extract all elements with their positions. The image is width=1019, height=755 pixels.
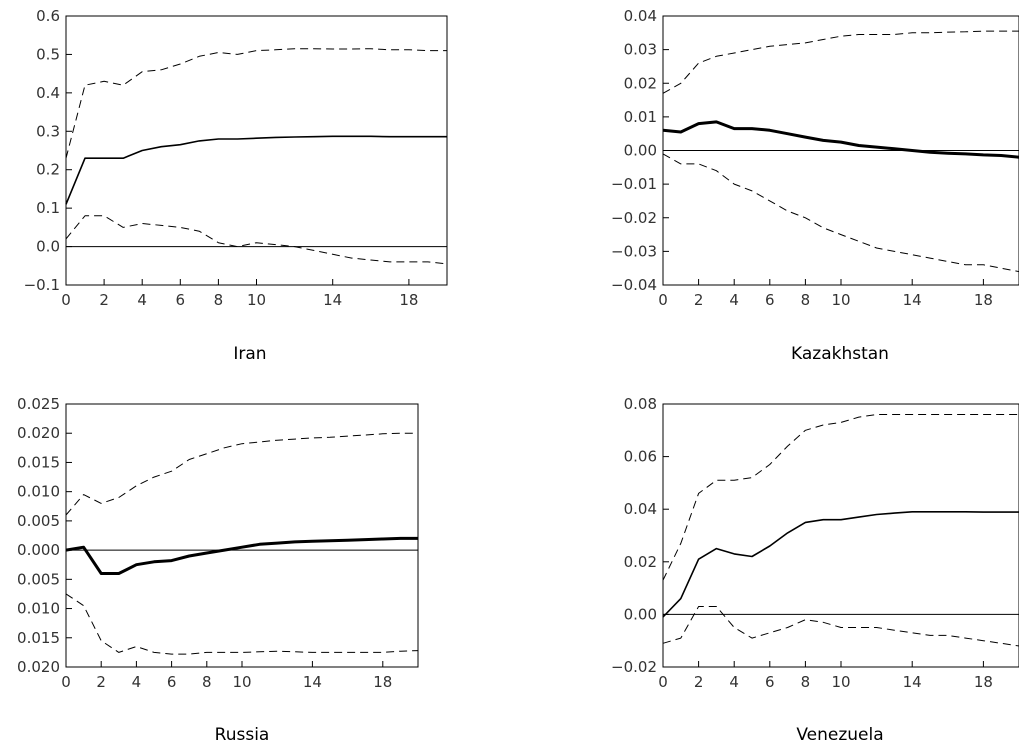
x-tick-label: 8 [202, 673, 212, 691]
plot-frame [65, 15, 448, 286]
x-tick-label: 0 [658, 673, 668, 691]
y-tick-label: 0.08 [624, 395, 657, 413]
x-tick-label: 4 [729, 673, 739, 691]
chart-caption: Iran [233, 344, 266, 364]
y-tick-label: 0.010 [17, 600, 60, 618]
y-tick-label: 0.01 [624, 108, 657, 126]
x-tick-label: 10 [232, 673, 251, 691]
x-tick-label: 10 [247, 291, 266, 309]
x-tick-label: 4 [729, 291, 739, 309]
y-tick-label: 0.4 [36, 84, 60, 102]
x-tick-label: 0 [61, 673, 71, 691]
y-tick-label: 0.015 [17, 453, 60, 471]
response-line [662, 510, 1019, 618]
y-tick-label: 0.005 [17, 570, 60, 588]
x-tick-label: 4 [132, 673, 142, 691]
y-tick-label: 0.020 [17, 424, 60, 442]
y-tick-label: 0.5 [36, 45, 60, 63]
x-tick-label: 18 [974, 673, 993, 691]
x-tick-label: 4 [137, 291, 147, 309]
x-tick-label: 18 [399, 291, 418, 309]
x-tick-label: 10 [831, 291, 850, 309]
x-tick-label: 18 [974, 291, 993, 309]
response-line [65, 135, 447, 205]
lower-band-line [65, 215, 448, 265]
y-tick-label: 0.00 [624, 605, 657, 623]
y-tick-label: 0.020 [17, 658, 60, 676]
y-tick-label: 0.025 [17, 395, 60, 413]
lower-band-line [662, 606, 1019, 647]
x-tick-label: 8 [801, 291, 811, 309]
y-tick-label: 0.04 [624, 500, 657, 518]
y-tick-label: 0.1 [36, 199, 60, 217]
chart-caption: Russia [215, 725, 270, 745]
x-tick-label: 2 [694, 673, 704, 691]
y-tick-label: −0.02 [611, 209, 657, 227]
x-tick-label: 8 [214, 291, 224, 309]
y-tick-label: −0.1 [24, 276, 60, 294]
response-line [662, 120, 1019, 159]
x-tick-label: 6 [765, 291, 775, 309]
chart-panel-russia: 0.025 0.020 0.015 0.010 0.005 0.000 0.005 0.010… [17, 395, 419, 745]
x-tick-label: 14 [903, 291, 922, 309]
x-tick-label: 14 [903, 673, 922, 691]
x-tick-label: 14 [303, 673, 322, 691]
response-line [65, 536, 418, 575]
y-tick-label: 0.015 [17, 629, 60, 647]
upper-band-line [65, 432, 418, 516]
y-tick-label: 0.0 [36, 238, 60, 256]
x-tick-label: 6 [167, 673, 177, 691]
chart-caption: Venezuela [796, 725, 883, 745]
x-tick-label: 8 [801, 673, 811, 691]
y-tick-label: −0.01 [611, 175, 657, 193]
y-tick-label: 0.04 [624, 7, 657, 25]
y-tick-label: 0.000 [17, 541, 60, 559]
y-tick-label: −0.02 [611, 658, 657, 676]
chart-panel-iran: 0.6 0.5 0.4 0.3 0.2 0.1 0.0 −0.10 2 4 6 8 10 14 18 Iran [24, 7, 448, 364]
chart-panel-kazakhstan: 0.04 0.03 0.02 0.01 0.00 −0.01 −0.02 −0.03 −0.04… [611, 7, 1019, 364]
x-tick-label: 14 [323, 291, 342, 309]
upper-band-line [662, 30, 1019, 94]
y-tick-label: 0.005 [17, 512, 60, 530]
chart-panel-venezuela: 0.08 0.06 0.04 0.02 0.00 −0.020 2 4 6 8 10 14 18 Vene… [611, 395, 1019, 745]
y-tick-label: 0.6 [36, 7, 60, 25]
y-tick-label: −0.04 [611, 276, 657, 294]
y-tick-label: 0.00 [624, 142, 657, 160]
x-tick-label: 2 [694, 291, 704, 309]
y-tick-label: 0.2 [36, 161, 60, 179]
y-tick-label: 0.010 [17, 483, 60, 501]
upper-band-line [65, 48, 447, 159]
y-tick-label: 0.3 [36, 122, 60, 140]
x-tick-label: 18 [373, 673, 392, 691]
x-tick-label: 0 [61, 291, 71, 309]
x-tick-label: 0 [658, 291, 668, 309]
y-tick-label: −0.03 [611, 242, 657, 260]
upper-band-line [662, 414, 1019, 581]
y-tick-label: 0.03 [624, 41, 657, 59]
y-tick-label: 0.02 [624, 553, 657, 571]
lower-band-line [65, 593, 419, 655]
lower-band-line [662, 153, 1019, 273]
x-tick-label: 2 [99, 291, 109, 309]
y-tick-label: 0.02 [624, 74, 657, 92]
chart-caption: Kazakhstan [791, 344, 889, 364]
x-tick-label: 10 [831, 673, 850, 691]
x-tick-label: 6 [176, 291, 186, 309]
y-tick-label: 0.06 [624, 448, 657, 466]
x-tick-label: 2 [96, 673, 106, 691]
x-tick-label: 6 [765, 673, 775, 691]
